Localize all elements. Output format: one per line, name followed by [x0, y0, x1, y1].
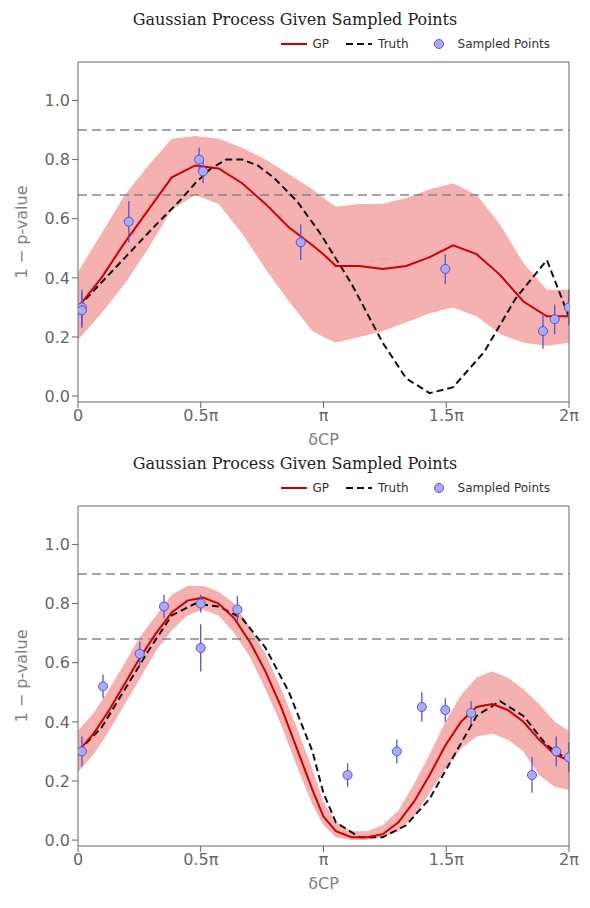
svg-text:1.5π: 1.5π: [429, 850, 464, 869]
svg-text:0.2: 0.2: [45, 772, 70, 791]
svg-text:2π: 2π: [559, 406, 579, 425]
svg-text:0: 0: [73, 406, 83, 425]
svg-text:δCP: δCP: [308, 430, 339, 449]
svg-text:1.0: 1.0: [45, 91, 70, 110]
html-text:GP: GP: [312, 481, 330, 495]
html-text:Gaussian Process Given Sampled: Gaussian Process Given Sampled Points: [132, 10, 458, 29]
svg-text:0.4: 0.4: [45, 269, 70, 288]
svg-text:0.6: 0.6: [45, 653, 70, 672]
html-text:Truth: Truth: [378, 37, 409, 51]
svg-text:1 − p-value: 1 − p-value: [12, 630, 31, 723]
svg-text:π: π: [319, 850, 329, 869]
svg-text:π: π: [319, 406, 329, 425]
html-text:GP: GP: [312, 37, 330, 51]
svg-text:0.8: 0.8: [45, 150, 70, 169]
svg-text:0.8: 0.8: [45, 594, 70, 613]
html-text:Gaussian Process Given Sampled: Gaussian Process Given Sampled Points: [132, 454, 458, 473]
svg-text:0.0: 0.0: [45, 387, 70, 406]
svg-text:1 − p-value: 1 − p-value: [12, 186, 31, 279]
svg-text:1.5π: 1.5π: [429, 406, 464, 425]
svg-text:0.2: 0.2: [45, 328, 70, 347]
svg-text:0.5π: 0.5π: [183, 406, 218, 425]
svg-text:0.5π: 0.5π: [183, 850, 218, 869]
svg-text:0.4: 0.4: [45, 713, 70, 732]
svg-text:0.6: 0.6: [45, 209, 70, 228]
svg-text:2π: 2π: [559, 850, 579, 869]
svg-text:δCP: δCP: [308, 874, 339, 893]
html-text:Truth: Truth: [378, 481, 409, 495]
svg-text:0.0: 0.0: [45, 831, 70, 850]
svg-text:1.0: 1.0: [45, 535, 70, 554]
svg-text:0: 0: [73, 850, 83, 869]
html-text:Sampled Points: Sampled Points: [457, 37, 550, 51]
html-text:Sampled Points: Sampled Points: [457, 481, 550, 495]
